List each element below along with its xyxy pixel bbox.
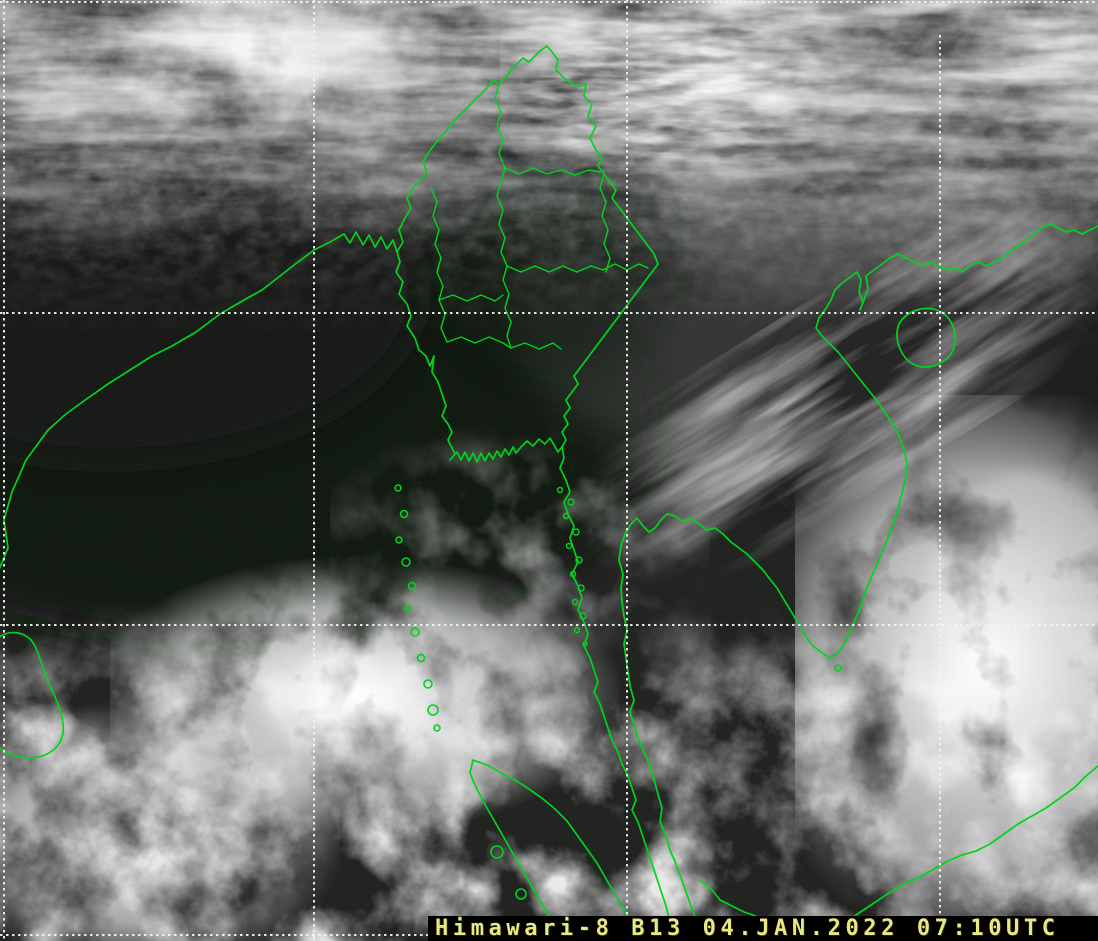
islands-mergui (556, 486, 588, 647)
coastline-indochina-china (618, 223, 1098, 701)
caption-bar: Himawari-8 B13 04.JAN.2022 07:10UTC (428, 916, 1098, 941)
coastline-malay-east (629, 699, 703, 941)
border-myanmar-internal (430, 83, 649, 350)
border-myanmar-outer (396, 45, 659, 448)
coastline-borneo (841, 765, 1098, 931)
coastline-sri-lanka (0, 631, 65, 759)
coastline-sumatra (469, 759, 644, 941)
coastline-india-myanmar (0, 231, 674, 941)
islands-andaman-nicobar (394, 484, 441, 732)
coastline-overlay (0, 45, 1098, 941)
caption-text: Himawari-8 B13 04.JAN.2022 07:10UTC (435, 916, 1060, 941)
coastline-hainan (896, 307, 957, 368)
